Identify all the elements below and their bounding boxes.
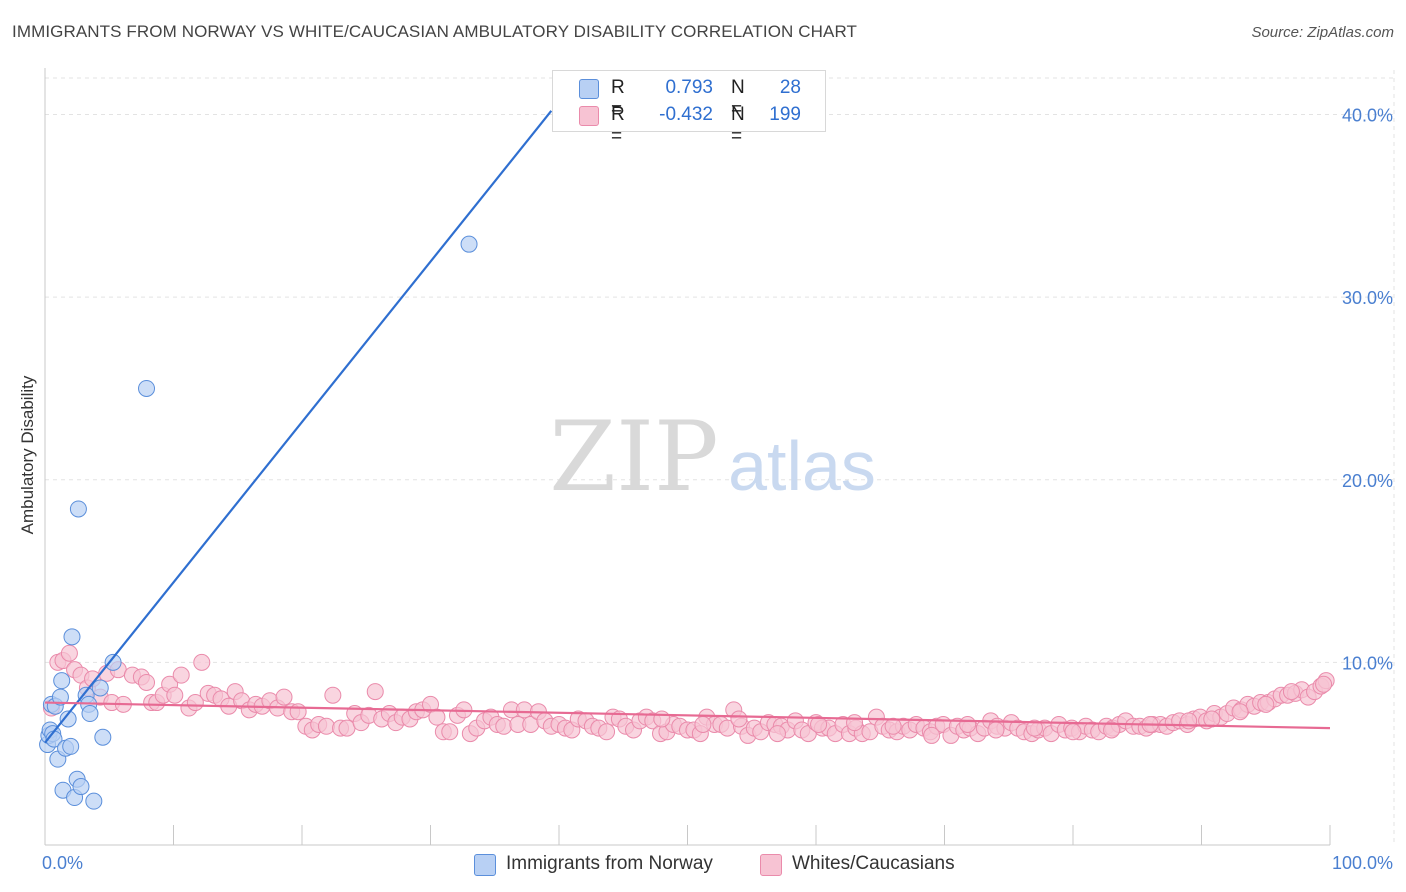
whites-point (959, 715, 977, 733)
whites-point (1103, 721, 1121, 739)
whites-point (275, 688, 293, 706)
bottom-legend-label-norway: Immigrants from Norway (506, 853, 713, 874)
norway-point (81, 705, 99, 723)
whites-point (598, 723, 616, 741)
x-tick-label: 100.0% (1332, 853, 1393, 873)
norway-point (138, 379, 156, 397)
watermark-atlas: atlas (728, 427, 876, 505)
legend-r-value-norway: 0.793 (665, 77, 713, 98)
whites-point (810, 715, 828, 733)
whites-point (495, 717, 513, 735)
y-tick-label: 20.0% (1342, 471, 1393, 491)
whites-point (1231, 703, 1249, 721)
y-tick-labels: 10.0% 20.0% 30.0% 40.0% (1342, 106, 1393, 674)
whites-point (1064, 723, 1082, 741)
norway-point (51, 688, 69, 706)
whites-point (289, 703, 307, 721)
legend-n-value-whites: 199 (769, 104, 801, 125)
whites-point (166, 686, 184, 704)
legend-r-label: R = (611, 77, 625, 120)
bottom-legend-label-whites: Whites/Caucasians (792, 853, 955, 874)
whites-point (884, 717, 902, 735)
chart-title: IMMIGRANTS FROM NORWAY VS WHITE/CAUCASIA… (12, 22, 858, 41)
legend-r-value-whites: -0.432 (659, 104, 713, 125)
whites-point (1282, 683, 1300, 701)
whites-point (428, 708, 446, 726)
norway-point (94, 728, 112, 746)
bottom-legend-swatch-norway (474, 854, 496, 876)
whites-point (1257, 695, 1275, 713)
whites-point (730, 710, 748, 728)
whites-point (1315, 675, 1333, 693)
legend-swatch-norway (579, 79, 599, 99)
legend-n-label: N = (731, 104, 745, 147)
legend-swatch-whites (579, 106, 599, 126)
whites-point (172, 666, 190, 684)
norway-point (460, 235, 478, 253)
norway-point (62, 737, 80, 755)
whites-point (60, 644, 78, 662)
whites-point (1025, 719, 1043, 737)
whites-point (441, 723, 459, 741)
whites-points (42, 644, 1335, 744)
norway-point (59, 710, 77, 728)
whites-point (324, 686, 342, 704)
y-tick-label: 40.0% (1342, 106, 1393, 126)
whites-point (987, 721, 1005, 739)
whites-trend-line (44, 701, 1331, 730)
correlation-legend: R = 0.793 N = 28 R = -0.432 N = 199 (552, 70, 826, 147)
norway-point (104, 653, 122, 671)
whites-point (1203, 710, 1221, 728)
whites-point (338, 719, 356, 737)
x-tick-label: 0.0% (42, 853, 83, 873)
norway-point (63, 628, 81, 646)
source-label: Source: ZipAtlas.com (1251, 24, 1394, 41)
norway-point (53, 672, 71, 690)
whites-point (138, 673, 156, 691)
norway-point (91, 679, 109, 697)
y-tick-label: 30.0% (1342, 288, 1393, 308)
norway-trend-line (44, 110, 553, 744)
whites-point (846, 714, 864, 732)
watermark: ZIP atlas (549, 401, 876, 513)
axes (44, 68, 1331, 846)
x-tick-labels: 0.0% 100.0% (42, 853, 1393, 873)
whites-point (515, 701, 533, 719)
whites-point (653, 710, 671, 728)
whites-point (694, 715, 712, 733)
whites-point (768, 725, 786, 743)
y-tick-label: 10.0% (1342, 653, 1393, 673)
norway-point (72, 778, 90, 796)
norway-points (39, 235, 478, 810)
legend-n-value-norway: 28 (779, 77, 801, 98)
whites-point (193, 653, 211, 671)
norway-point (69, 500, 87, 518)
trend-lines (44, 110, 1331, 744)
whites-point (923, 726, 941, 744)
norway-point (85, 792, 103, 810)
whites-point (366, 683, 384, 701)
watermark-zip: ZIP (549, 401, 718, 513)
legend-r-label: R = (611, 104, 625, 147)
bottom-legend-swatch-whites (760, 854, 782, 876)
legend-n-label: N = (731, 77, 745, 120)
whites-point (317, 717, 335, 735)
